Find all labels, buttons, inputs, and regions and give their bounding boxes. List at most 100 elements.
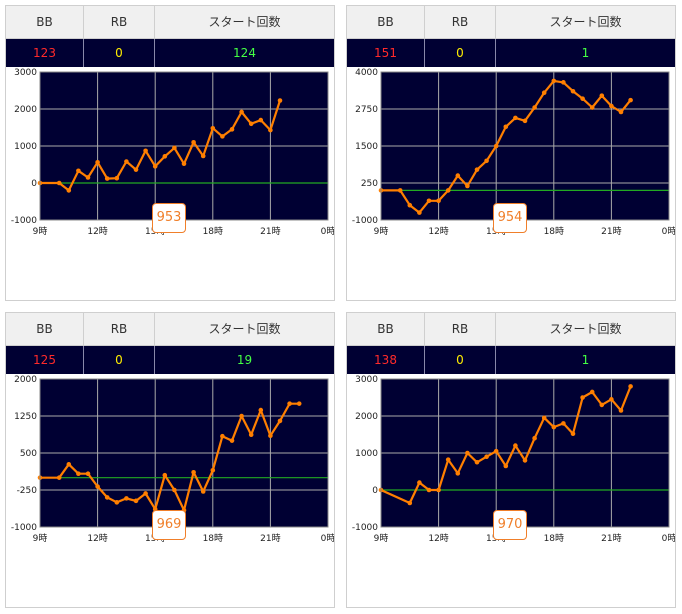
data-point	[258, 117, 264, 123]
data-point	[229, 438, 235, 443]
data-point	[561, 421, 566, 426]
y-tick-label: 1250	[14, 412, 37, 422]
data-point	[474, 167, 480, 172]
data-point	[609, 397, 614, 402]
y-tick-label: 2000	[355, 412, 378, 422]
y-tick-label: -1000	[11, 216, 37, 226]
data-point	[95, 159, 100, 165]
start-count-value: 1	[581, 353, 590, 367]
data-point	[513, 115, 518, 121]
bb-value: 125	[6, 346, 84, 374]
data-point	[277, 418, 283, 424]
x-tick-label: 21時	[601, 533, 621, 544]
data-point	[589, 389, 595, 395]
x-tick-label: 9時	[33, 533, 48, 544]
bb-value: 138	[347, 346, 425, 374]
x-tick-label: 9時	[374, 226, 389, 237]
data-point	[532, 435, 537, 441]
data-point	[522, 458, 528, 463]
data-point	[580, 96, 585, 101]
machine-panel-969: BB RB スタート回数 125 0 19 9時12時15時18時21時0時20…	[5, 312, 335, 608]
x-tick-label: 12時	[428, 226, 448, 237]
y-tick-label: 0	[31, 179, 37, 189]
table-header-row: BB RB スタート回数	[6, 6, 334, 39]
data-point	[85, 471, 91, 477]
data-point	[609, 103, 614, 109]
data-point	[628, 97, 633, 103]
data-point	[133, 498, 139, 504]
data-point	[465, 183, 470, 189]
table-header-row: BB RB スタート回数	[6, 313, 334, 346]
data-point	[277, 98, 283, 103]
x-tick-label: 21時	[601, 226, 621, 237]
data-point	[436, 198, 441, 204]
data-point	[124, 159, 129, 164]
x-tick-label: 18時	[544, 226, 564, 237]
x-tick-label: 0時	[662, 533, 675, 544]
rb-value: 0	[84, 346, 155, 374]
data-point	[532, 105, 537, 110]
data-point	[287, 401, 292, 406]
y-tick-label: 1000	[14, 142, 37, 152]
machine-number-button[interactable]: 953	[152, 203, 186, 233]
machine-panel-970: BB RB スタート回数 138 0 1 9時12時15時18時21時0時300…	[346, 312, 676, 608]
rb-value: 0	[84, 39, 155, 67]
header-rb: RB	[84, 6, 155, 38]
data-point	[407, 500, 413, 506]
data-point	[407, 202, 413, 208]
x-tick-label: 18時	[203, 533, 223, 544]
header-bb: BB	[6, 6, 84, 38]
data-point	[95, 484, 100, 489]
data-point	[618, 109, 624, 115]
data-point	[143, 491, 148, 496]
data-point	[104, 176, 110, 181]
data-point	[200, 153, 206, 159]
slump-chart: 9時12時15時18時21時0時400027501500250-1000	[352, 68, 675, 237]
data-point	[628, 384, 633, 389]
data-point	[172, 487, 177, 493]
y-tick-label: -250	[17, 486, 38, 496]
machine-number-button[interactable]: 970	[493, 510, 527, 540]
slump-chart: 9時12時15時18時21時0時20001250500-250-1000	[11, 375, 334, 544]
data-point	[191, 469, 196, 475]
table-value-row: 151 0 1	[347, 39, 675, 67]
y-tick-label: 500	[20, 449, 37, 459]
x-tick-label: 12時	[87, 533, 107, 544]
data-point	[114, 175, 120, 181]
data-point	[210, 125, 216, 131]
data-point	[465, 450, 470, 456]
data-point	[455, 471, 461, 476]
y-tick-label: 2000	[14, 375, 37, 385]
table-value-row: 138 0 1	[347, 346, 675, 374]
data-point	[76, 168, 81, 174]
data-point	[570, 431, 576, 437]
y-tick-label: 250	[361, 179, 378, 189]
header-bb: BB	[347, 6, 425, 38]
data-point	[162, 472, 168, 478]
machine-number-button[interactable]: 954	[493, 203, 527, 233]
x-tick-label: 21時	[260, 226, 280, 237]
x-tick-label: 0時	[321, 533, 334, 544]
data-point	[484, 454, 489, 459]
data-point	[522, 118, 528, 124]
y-tick-label: 1000	[355, 449, 378, 459]
y-tick-label: -1000	[11, 523, 37, 533]
machine-panel-954: BB RB スタート回数 151 0 1 9時12時15時18時21時0時400…	[346, 5, 676, 301]
data-point	[239, 109, 244, 115]
data-point	[258, 407, 264, 413]
data-point	[541, 415, 547, 421]
machine-panel-953: BB RB スタート回数 123 0 124 9時12時15時18時21時0時3…	[5, 5, 335, 301]
data-point	[66, 188, 72, 193]
machine-number-button[interactable]: 969	[152, 510, 186, 540]
data-point	[296, 401, 302, 406]
x-tick-label: 18時	[203, 226, 223, 237]
data-point	[268, 127, 273, 133]
data-point	[229, 127, 235, 132]
start-count-value: 1	[581, 46, 590, 60]
data-point	[445, 457, 451, 462]
data-point	[210, 467, 216, 473]
data-point	[268, 433, 273, 439]
x-tick-label: 9時	[33, 226, 48, 237]
data-point	[599, 402, 605, 408]
data-point	[417, 480, 422, 485]
